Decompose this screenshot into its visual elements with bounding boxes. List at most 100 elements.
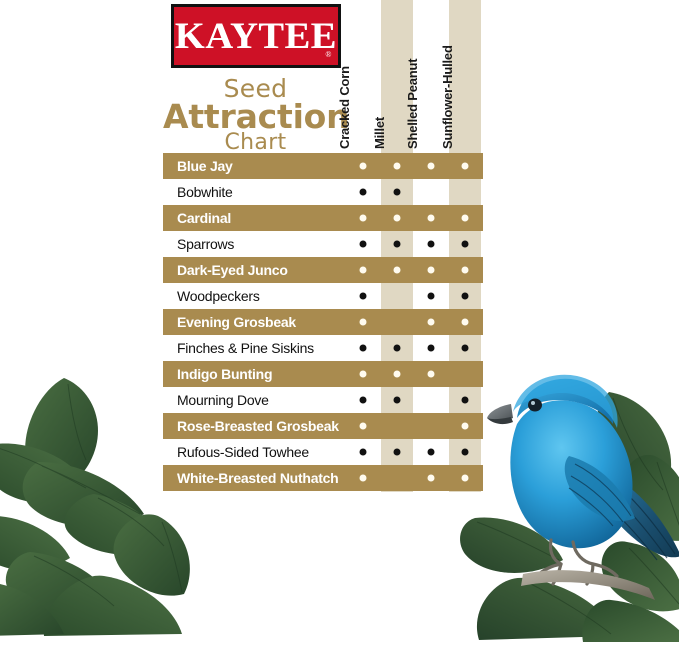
matrix-cell [381,439,413,465]
attraction-dot-icon [427,448,435,456]
attraction-dot-icon [359,240,367,248]
attraction-dot-icon [427,292,435,300]
attraction-dot-icon [461,162,469,170]
matrix-cell [449,205,481,231]
matrix-cell [415,205,447,231]
attraction-dot-icon [393,214,401,222]
matrix-cell [381,231,413,257]
matrix-cell [449,231,481,257]
matrix-cell [347,335,379,361]
chart-title-line-2: Attraction [163,96,350,136]
attraction-dot-icon [359,318,367,326]
kaytee-logo: KAYTEE ® [170,4,341,68]
matrix-cell [415,231,447,257]
attraction-dot-icon [461,292,469,300]
matrix-cell [415,309,447,335]
attraction-dot-icon [427,318,435,326]
matrix-cell [415,465,447,491]
matrix-cell [347,387,379,413]
matrix-cell [381,335,413,361]
matrix-cell [381,179,413,205]
table-row: Rose-Breasted Grosbeak [163,413,483,439]
table-row: Blue Jay [163,153,483,179]
matrix-cell [381,205,413,231]
matrix-cell [381,361,413,387]
attraction-dot-icon [427,240,435,248]
matrix-cell [415,387,447,413]
table-row: Bobwhite [163,179,483,205]
attraction-dot-icon [461,396,469,404]
attraction-dot-icon [393,188,401,196]
attraction-dot-icon [393,370,401,378]
attraction-dot-icon [461,266,469,274]
chart-rows: Blue Jay Bobwhite Cardinal Sparrows Dark-Eye… [163,153,483,491]
matrix-cell [415,257,447,283]
matrix-cell [381,153,413,179]
matrix-cell [449,387,481,413]
row-label-bird-name: Finches & Pine Siskins [177,340,314,356]
seed-attraction-chart: Cracked Corn Millet Shelled Peanut Sunfl… [163,0,483,495]
row-label-bird-name: Bobwhite [177,184,233,200]
table-row: Sparrows [163,231,483,257]
row-label-bird-name: Indigo Bunting [177,366,273,382]
attraction-dot-icon [393,240,401,248]
brand-block: KAYTEE ® Seed Attraction Chart [163,0,350,156]
matrix-cell [347,205,379,231]
table-row: White-Breasted Nuthatch [163,465,483,491]
matrix-cell [381,465,413,491]
table-row: Evening Grosbeak [163,309,483,335]
matrix-cell [449,335,481,361]
attraction-dot-icon [427,162,435,170]
attraction-dot-icon [359,396,367,404]
attraction-dot-icon [461,474,469,482]
attraction-dot-icon [359,370,367,378]
matrix-cell [449,179,481,205]
row-label-bird-name: Sparrows [177,236,235,252]
attraction-dot-icon [427,214,435,222]
attraction-dot-icon [461,214,469,222]
matrix-cell [449,361,481,387]
attraction-dot-icon [427,474,435,482]
matrix-cell [347,439,379,465]
row-label-bird-name: Rose-Breasted Grosbeak [177,418,339,434]
matrix-cell [381,257,413,283]
matrix-cell [415,413,447,439]
matrix-cell [449,153,481,179]
matrix-cell [381,413,413,439]
matrix-cell [347,153,379,179]
table-row: Rufous-Sided Towhee [163,439,483,465]
row-label-bird-name: Woodpeckers [177,288,260,304]
attraction-dot-icon [461,344,469,352]
bird-wing [564,456,635,522]
indigo-bunting-bird [487,360,679,605]
matrix-cell [347,361,379,387]
matrix-cell [381,309,413,335]
leaves-left-svg [0,378,190,636]
matrix-cell [347,283,379,309]
branch [521,570,655,600]
chart-title-line-3: Chart [224,130,287,156]
matrix-cell [347,413,379,439]
row-label-bird-name: Rufous-Sided Towhee [177,444,309,460]
table-row: Mourning Dove [163,387,483,413]
foliage-left [0,366,246,636]
matrix-cell [449,309,481,335]
matrix-cell [449,257,481,283]
table-row: Woodpeckers [163,283,483,309]
attraction-dot-icon [359,214,367,222]
table-row: Indigo Bunting [163,361,483,387]
matrix-cell [347,231,379,257]
attraction-dot-icon [359,292,367,300]
column-header-shelled-peanut: Shelled Peanut [405,58,420,149]
matrix-cell [415,179,447,205]
attraction-dot-icon [461,318,469,326]
attraction-dot-icon [461,240,469,248]
column-header-cracked-corn: Cracked Corn [337,66,352,149]
table-row: Dark-Eyed Junco [163,257,483,283]
kaytee-wordmark: KAYTEE [174,15,337,57]
matrix-cell [415,153,447,179]
column-header-sunflower-hulled: Sunflower-Hulled [440,45,455,149]
row-band [163,413,483,439]
matrix-cell [449,465,481,491]
bird-svg [487,374,679,600]
